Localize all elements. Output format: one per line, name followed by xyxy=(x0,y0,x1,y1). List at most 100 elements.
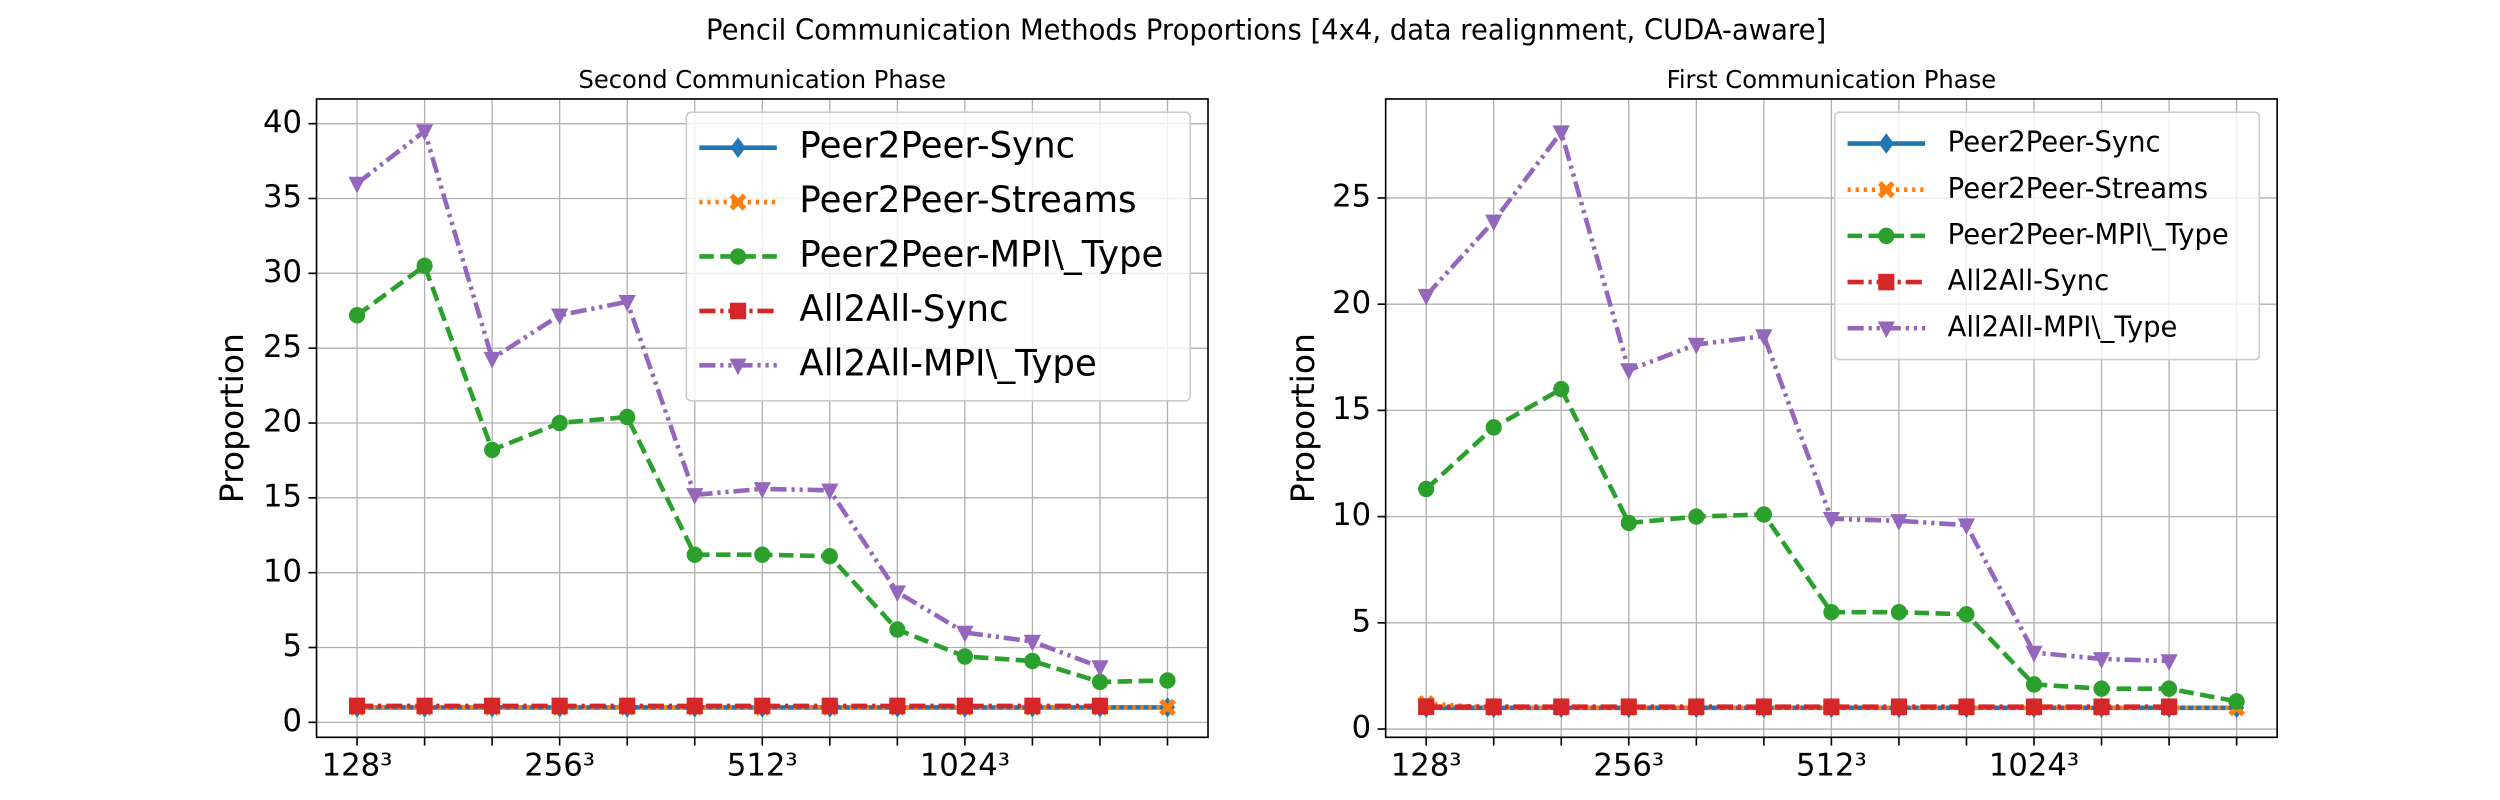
marker xyxy=(753,482,771,499)
y-axis-label: Proportion xyxy=(213,333,251,503)
marker xyxy=(1823,603,1840,621)
marker xyxy=(1023,634,1042,652)
marker xyxy=(729,193,747,211)
marker xyxy=(348,306,366,324)
marker xyxy=(1823,698,1840,715)
marker xyxy=(1553,698,1570,715)
marker xyxy=(1890,514,1908,531)
marker xyxy=(551,414,568,432)
marker xyxy=(2092,652,2111,669)
marker xyxy=(1553,380,1570,398)
marker xyxy=(1620,363,1638,380)
y-tick-label: 15 xyxy=(263,478,302,514)
marker xyxy=(2025,676,2043,693)
marker xyxy=(1755,506,1772,523)
marker xyxy=(619,697,636,715)
marker xyxy=(729,248,747,265)
marker xyxy=(551,308,569,326)
marker xyxy=(1418,698,1435,715)
marker xyxy=(619,408,636,426)
legend-label: Peer2Peer-Streams xyxy=(799,180,1136,221)
marker xyxy=(1552,125,1570,143)
legend-label: All2All-MPI\_Type xyxy=(799,343,1096,384)
marker xyxy=(888,585,906,603)
marker xyxy=(1417,288,1435,306)
marker xyxy=(730,137,746,158)
marker xyxy=(1755,698,1772,715)
marker xyxy=(1878,133,1894,154)
legend-label: Peer2Peer-MPI\_Type xyxy=(799,234,1163,275)
marker xyxy=(729,302,747,320)
marker xyxy=(1878,227,1895,245)
legend-label: Peer2Peer-Streams xyxy=(1948,172,2208,205)
marker xyxy=(754,697,771,715)
x-tick-label: 1024³ xyxy=(920,747,1010,783)
marker xyxy=(821,547,838,565)
marker xyxy=(1958,698,1975,715)
marker xyxy=(2160,698,2178,715)
y-tick-label: 40 xyxy=(263,104,302,140)
marker xyxy=(551,697,568,715)
marker xyxy=(1091,697,1109,715)
y-tick-label: 25 xyxy=(1332,178,1371,214)
marker xyxy=(415,124,434,142)
marker xyxy=(348,176,366,194)
marker xyxy=(483,351,501,369)
marker xyxy=(1620,514,1637,532)
marker xyxy=(484,441,501,459)
marker xyxy=(889,697,906,715)
marker xyxy=(956,697,973,715)
marker xyxy=(956,648,973,665)
y-tick-label: 25 xyxy=(263,328,302,364)
marker xyxy=(754,546,771,563)
x-tick-label: 128³ xyxy=(1391,747,1462,783)
marker xyxy=(1877,181,1895,199)
x-tick-label: 256³ xyxy=(524,747,595,783)
axes-frame xyxy=(1384,98,2278,739)
legend-label: Peer2Peer-MPI\_Type xyxy=(1948,218,2229,251)
y-tick-label: 0 xyxy=(282,703,302,739)
x-tick-label: 1024³ xyxy=(1989,747,2079,783)
marker xyxy=(1878,273,1895,291)
y-tick-label: 5 xyxy=(1352,603,1372,639)
y-tick-label: 20 xyxy=(1332,284,1371,320)
marker xyxy=(686,697,703,715)
marker xyxy=(1620,698,1637,715)
legend-box xyxy=(685,111,1192,402)
marker xyxy=(416,257,433,275)
marker xyxy=(1822,511,1841,529)
marker xyxy=(2228,693,2245,710)
marker xyxy=(1957,518,1976,536)
marker xyxy=(1159,672,1176,689)
marker xyxy=(1024,652,1041,670)
marker xyxy=(1890,603,1908,621)
y-axis-label: Proportion xyxy=(1284,333,1322,503)
figure-title: Pencil Communication Methods Proportions… xyxy=(706,13,1826,46)
y-tick-label: 30 xyxy=(263,254,302,290)
marker xyxy=(1687,337,1705,355)
marker xyxy=(2093,698,2110,715)
axes-frame xyxy=(315,98,1209,739)
marker xyxy=(729,358,747,376)
marker xyxy=(1958,606,1975,623)
subplot-title: Second Communication Phase xyxy=(578,65,946,94)
y-tick-label: 5 xyxy=(282,628,302,664)
marker xyxy=(889,621,906,638)
marker xyxy=(2025,698,2043,715)
y-tick-label: 15 xyxy=(1332,391,1371,427)
marker xyxy=(416,697,433,715)
y-tick-label: 35 xyxy=(263,179,302,215)
marker xyxy=(821,483,839,501)
marker xyxy=(1890,698,1908,715)
marker xyxy=(1485,698,1502,715)
marker xyxy=(484,697,501,715)
marker xyxy=(1024,697,1041,715)
x-tick-label: 256³ xyxy=(1593,747,1664,783)
marker xyxy=(1485,419,1502,436)
marker xyxy=(1688,698,1705,715)
marker xyxy=(2160,654,2178,671)
marker xyxy=(1877,321,1895,339)
legend-label: All2All-MPI\_Type xyxy=(1948,310,2178,343)
marker xyxy=(821,697,838,715)
